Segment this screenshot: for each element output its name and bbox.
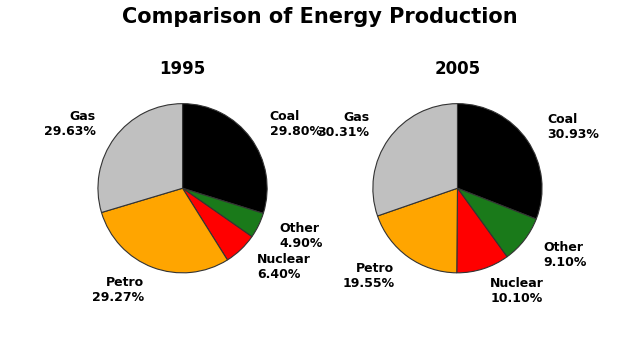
Wedge shape [458,104,542,219]
Text: Coal
30.93%: Coal 30.93% [547,113,599,141]
Text: Nuclear
10.10%: Nuclear 10.10% [490,277,544,306]
Title: 2005: 2005 [435,60,481,78]
Wedge shape [182,188,263,237]
Text: Petro
19.55%: Petro 19.55% [342,262,394,290]
Wedge shape [182,188,252,260]
Text: Nuclear
6.40%: Nuclear 6.40% [257,253,311,281]
Title: 1995: 1995 [159,60,205,78]
Text: Petro
29.27%: Petro 29.27% [92,275,145,304]
Wedge shape [378,188,458,273]
Wedge shape [458,188,536,257]
Text: Other
4.90%: Other 4.90% [280,222,323,250]
Wedge shape [102,188,227,273]
Wedge shape [457,188,507,273]
Wedge shape [373,104,458,216]
Text: Comparison of Energy Production: Comparison of Energy Production [122,7,518,27]
Text: Other
9.10%: Other 9.10% [543,240,586,269]
Wedge shape [98,104,182,212]
Wedge shape [182,104,267,213]
Text: Coal
29.80%: Coal 29.80% [269,110,322,138]
Text: Gas
29.63%: Gas 29.63% [44,110,96,138]
Text: Gas
30.31%: Gas 30.31% [317,111,369,139]
